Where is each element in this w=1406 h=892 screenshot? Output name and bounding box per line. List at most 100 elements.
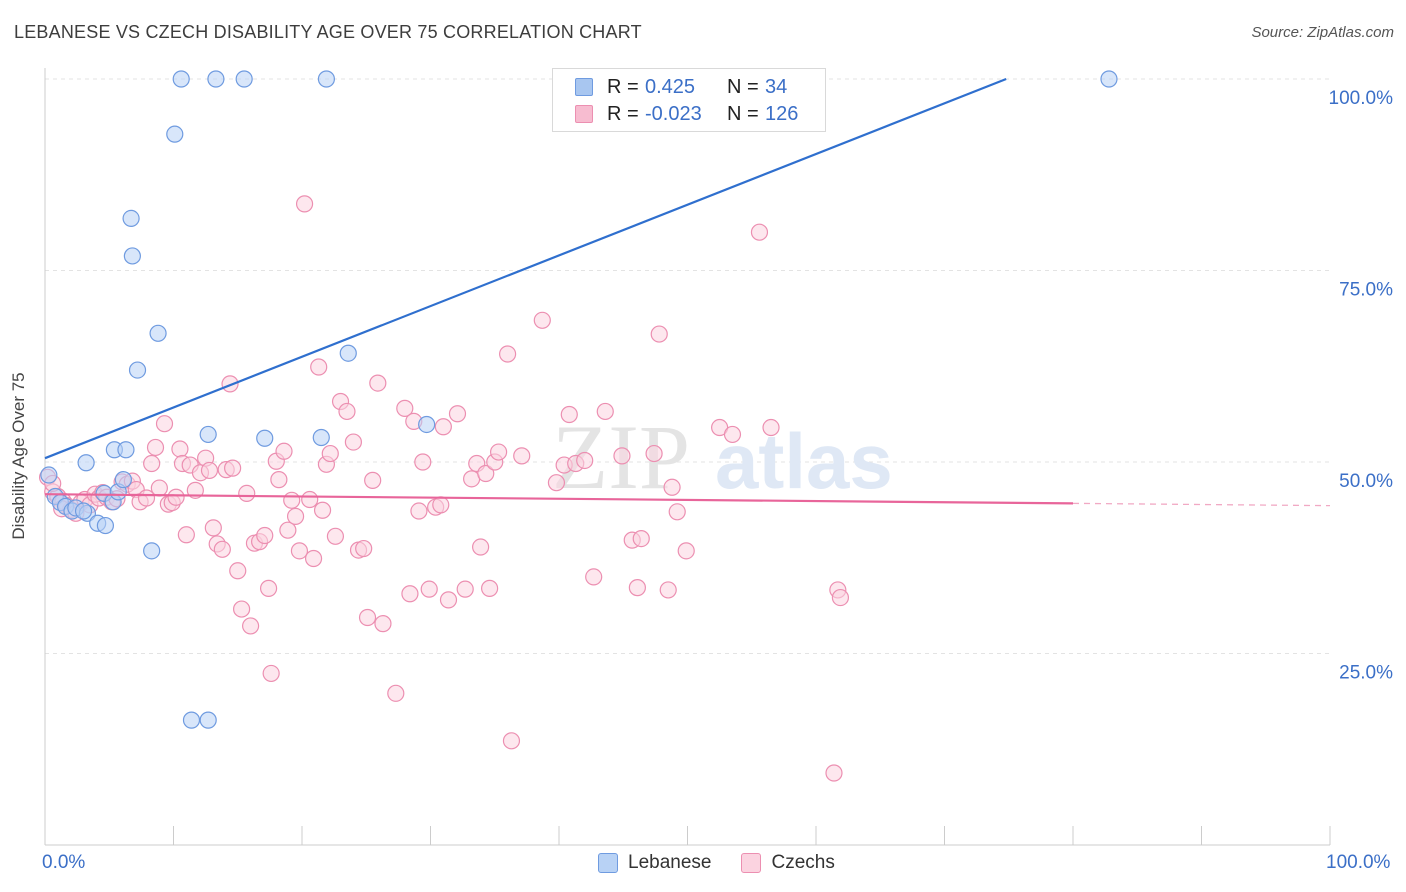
n-label: N =	[727, 102, 759, 125]
x-tick-label-left: 0.0%	[42, 852, 86, 873]
czechs-point	[259, 579, 278, 597]
czechs-point	[401, 585, 419, 603]
lebanese-point	[256, 429, 274, 447]
czechs-point	[410, 502, 428, 520]
czechs-point	[229, 562, 247, 580]
lebanese-legend-swatch	[598, 853, 618, 873]
r-value: 0.425	[645, 75, 696, 98]
source-label: Source: ZipAtlas.com	[1251, 24, 1394, 41]
czechs-point	[596, 402, 614, 421]
lebanese-point	[317, 70, 336, 88]
czechs-legend-swatch	[741, 853, 762, 873]
czechs-point	[750, 223, 769, 241]
czechs-point	[414, 453, 432, 471]
czechs-point	[313, 501, 332, 519]
czechs-point	[355, 539, 373, 558]
czechs-point	[279, 521, 297, 539]
chart-title: LEBANESE VS CZECH DISABILITY AGE OVER 75…	[14, 22, 642, 42]
czechs-point	[632, 529, 650, 548]
r-label: R =	[607, 75, 639, 98]
czechs-swatch	[575, 105, 593, 123]
czechs-point	[238, 484, 256, 503]
czechs-point	[396, 399, 414, 417]
czechs-point	[374, 615, 392, 633]
lebanese-point	[172, 70, 190, 88]
legend-row-lebanese: R = 0.425 N = 34	[575, 74, 787, 100]
czechs-point	[150, 479, 168, 497]
czechs-point	[613, 447, 631, 465]
lebanese-point	[207, 70, 225, 88]
lebanese-point	[199, 425, 217, 444]
czechs-point	[275, 442, 293, 460]
lebanese-point	[128, 361, 147, 379]
czechs-point	[186, 481, 204, 499]
czechs-point	[143, 454, 161, 473]
legend-row-czechs: R = -0.023 N = 126	[575, 101, 798, 127]
lebanese-point	[199, 711, 217, 729]
czechs-point	[155, 415, 174, 433]
czechs-point	[204, 519, 222, 537]
czechs-point	[262, 664, 280, 683]
watermark-atlas: atlas	[715, 417, 893, 505]
czechs-point	[831, 588, 850, 607]
lebanese-point	[143, 542, 161, 560]
czechs-point	[344, 433, 362, 451]
czechs-point	[448, 405, 467, 423]
czechs-point	[432, 496, 450, 514]
lebanese-point	[166, 125, 184, 143]
czechs-point	[321, 444, 339, 463]
n-label: N =	[727, 75, 759, 98]
czechs-points	[38, 195, 850, 782]
y-tick-label: 50.0%	[1339, 471, 1393, 492]
lebanese-trend-line	[44, 77, 1007, 460]
r-value: -0.023	[645, 102, 702, 125]
czechs-point	[502, 732, 521, 750]
czechs-point	[213, 540, 231, 558]
legend-item-czechs[interactable]: Czechs	[741, 852, 835, 874]
czechs-point	[200, 461, 219, 480]
czechs-point	[326, 527, 345, 545]
lebanese-point	[123, 247, 141, 265]
r-label: R =	[607, 102, 639, 125]
lebanese-point	[117, 441, 135, 459]
lebanese-point	[182, 711, 201, 729]
czechs-point	[242, 617, 260, 635]
y-tick-label: 25.0%	[1339, 663, 1393, 684]
czechs-point	[645, 444, 663, 463]
czechs-point	[585, 568, 603, 586]
y-tick-label: 75.0%	[1339, 280, 1393, 301]
czechs-point	[304, 549, 323, 568]
czechs-point	[513, 447, 531, 465]
czechs-point	[576, 451, 594, 470]
lebanese-point	[74, 502, 93, 520]
czechs-point	[286, 507, 305, 525]
axes	[44, 68, 1331, 846]
czechs-point	[477, 464, 495, 483]
czechs-point	[224, 459, 242, 477]
lebanese-point	[96, 516, 114, 535]
czechs-point	[456, 580, 474, 598]
czechs-point	[364, 471, 382, 489]
lebanese-point	[40, 466, 58, 484]
lebanese-point	[77, 454, 95, 472]
lebanese-points	[40, 70, 1118, 729]
czechs-point	[358, 608, 377, 627]
czechs-trend-extension	[1072, 502, 1331, 507]
lebanese-point	[235, 70, 253, 88]
czechs-point	[659, 581, 677, 599]
czechs-point	[533, 311, 551, 329]
lebanese-point	[114, 471, 132, 489]
legend-label-czechs: Czechs	[771, 852, 835, 873]
legend-label-lebanese: Lebanese	[628, 852, 712, 873]
czechs-point	[762, 418, 780, 437]
czechs-point	[825, 764, 843, 782]
czechs-point	[310, 358, 328, 376]
czechs-point	[338, 402, 356, 421]
czechs-point	[472, 538, 490, 556]
czechs-point	[723, 425, 742, 444]
czechs-point	[283, 491, 301, 509]
czechs-trend-line	[44, 493, 1074, 505]
czechs-point	[290, 542, 309, 560]
legend-item-lebanese[interactable]: Lebanese	[598, 852, 711, 874]
x-tick-label-right: 100.0%	[1326, 852, 1391, 873]
